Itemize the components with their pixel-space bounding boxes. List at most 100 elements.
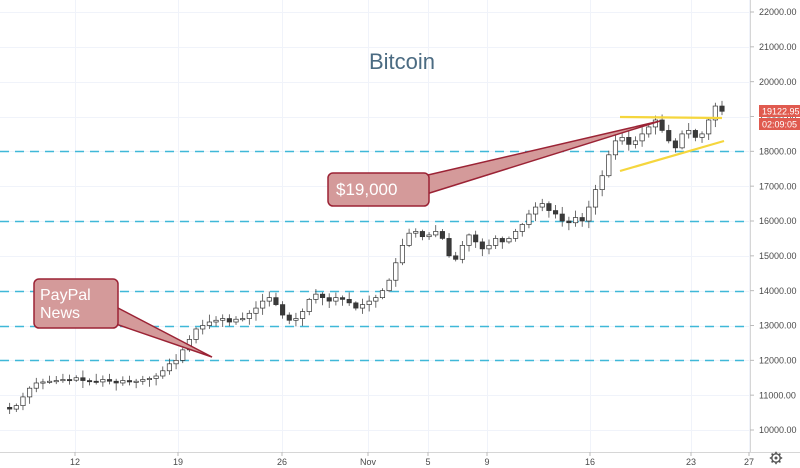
settings-gear-icon[interactable] bbox=[769, 451, 783, 465]
candle-body bbox=[699, 133, 705, 138]
candle-body bbox=[166, 363, 172, 372]
candle-body bbox=[706, 119, 712, 135]
x-axis[interactable]: 12 19 26 Nov 5 9 16 23 27 bbox=[70, 452, 754, 467]
candle-body bbox=[413, 231, 419, 234]
candle-body bbox=[80, 377, 86, 381]
candle-body bbox=[599, 175, 605, 190]
candle-body bbox=[486, 245, 492, 250]
price-target-callout: $19,000 bbox=[327, 120, 661, 207]
candle-body bbox=[453, 255, 459, 260]
x-tick-label: 26 bbox=[277, 457, 287, 467]
candle-body bbox=[473, 234, 479, 243]
candle-body bbox=[679, 133, 685, 149]
candle-body bbox=[519, 224, 525, 232]
y-tick-label: 17000.00 bbox=[759, 181, 797, 191]
candle-body bbox=[719, 105, 725, 112]
candle-body bbox=[619, 137, 625, 142]
candle-body bbox=[233, 318, 239, 323]
candle-body bbox=[439, 231, 445, 239]
candle-body bbox=[140, 379, 146, 382]
countdown-label: 02:09:05 bbox=[762, 120, 797, 130]
candle-body bbox=[572, 217, 579, 224]
candle-body bbox=[566, 220, 572, 224]
candle-body bbox=[33, 382, 39, 389]
candle-body bbox=[326, 297, 332, 302]
candle-body bbox=[240, 318, 246, 321]
candle-body bbox=[133, 380, 139, 383]
price-target-box bbox=[327, 172, 430, 207]
candle-body bbox=[226, 318, 232, 323]
candle-body bbox=[406, 232, 412, 246]
candle-body bbox=[220, 318, 226, 321]
candle-body bbox=[419, 231, 425, 238]
candle-body bbox=[246, 312, 252, 319]
candle-body bbox=[106, 379, 113, 382]
y-tick-label: 12000.00 bbox=[759, 356, 797, 366]
paypal-news-text: PayPal bbox=[40, 287, 91, 304]
price-target-pointer bbox=[414, 120, 661, 197]
y-tick-label: 16000.00 bbox=[759, 216, 797, 226]
candle-body bbox=[506, 238, 512, 243]
candle-body bbox=[546, 203, 552, 211]
candle-body bbox=[13, 405, 19, 410]
candle-body bbox=[639, 133, 645, 142]
candle-body bbox=[359, 304, 366, 309]
x-tick-label: 27 bbox=[744, 457, 754, 467]
candle-body bbox=[253, 307, 259, 314]
candle-body bbox=[366, 300, 372, 305]
candle-body bbox=[399, 245, 405, 264]
price-target-text: $19,000 bbox=[336, 180, 397, 199]
candle-body bbox=[526, 213, 532, 225]
y-tick-label: 10000.00 bbox=[759, 425, 797, 435]
candle-body bbox=[333, 297, 339, 302]
x-tick-label: 12 bbox=[70, 457, 80, 467]
candle-body bbox=[200, 325, 206, 330]
candle-body bbox=[493, 238, 499, 246]
candle-body bbox=[586, 206, 592, 222]
candle-body bbox=[27, 387, 33, 398]
candle-body bbox=[280, 304, 286, 316]
candle-body bbox=[146, 378, 153, 380]
candle-body bbox=[459, 245, 465, 260]
candle-body bbox=[60, 379, 66, 382]
x-tick-label: 16 bbox=[585, 457, 595, 467]
y-axis[interactable]: 10000.00 11000.00 12000.00 13000.00 14000.00… bbox=[750, 7, 797, 435]
candle-body bbox=[533, 206, 539, 215]
x-tick-label: 5 bbox=[425, 457, 430, 467]
candle-body bbox=[20, 396, 26, 406]
candle-body bbox=[479, 241, 485, 250]
candle-body bbox=[73, 377, 79, 381]
candle-body bbox=[213, 319, 219, 323]
candle-body bbox=[173, 359, 179, 365]
candle-body bbox=[626, 137, 632, 145]
resistance-trendline bbox=[619, 115, 723, 120]
candle-body bbox=[666, 130, 672, 142]
candle-body bbox=[100, 379, 106, 383]
candle-body bbox=[712, 105, 718, 121]
x-tick-label: 9 bbox=[484, 457, 489, 467]
paypal-news-text: News bbox=[40, 305, 80, 322]
candle-body bbox=[499, 238, 505, 243]
y-tick-label: 11000.00 bbox=[759, 390, 796, 400]
candle-body bbox=[313, 293, 319, 300]
candle-body bbox=[446, 238, 452, 257]
candle-body bbox=[553, 210, 559, 215]
candle-body bbox=[300, 311, 306, 319]
candle-body bbox=[632, 140, 639, 145]
countdown-badge: 02:09:05 bbox=[759, 118, 800, 130]
candle-body bbox=[379, 290, 386, 298]
candle-body bbox=[339, 297, 346, 300]
candle-body bbox=[433, 231, 439, 236]
last-price-label: 19122.95 bbox=[762, 107, 800, 117]
candle-body bbox=[672, 140, 678, 149]
candle-body bbox=[193, 328, 199, 340]
y-tick-label: 22000.00 bbox=[759, 7, 797, 17]
candle-body bbox=[606, 154, 612, 177]
candle-body bbox=[393, 262, 399, 281]
candle-body bbox=[53, 380, 59, 383]
candle-body bbox=[559, 213, 565, 222]
candle-body bbox=[306, 299, 312, 312]
candle-body bbox=[466, 234, 472, 246]
